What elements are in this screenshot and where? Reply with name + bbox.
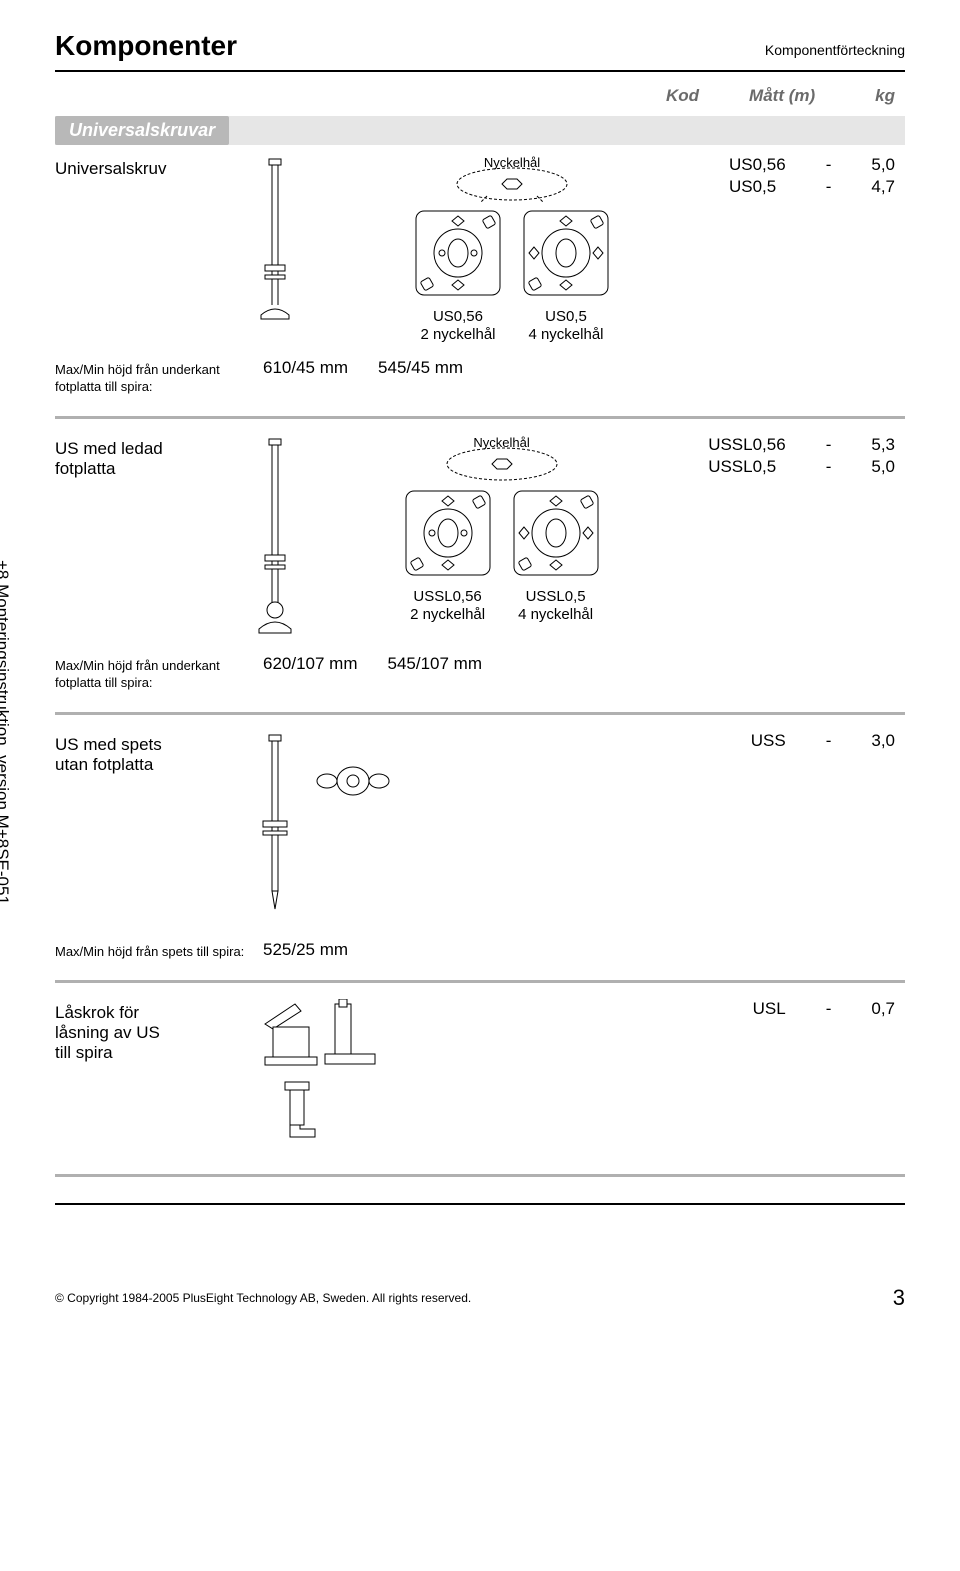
codes-area: USS - 3,0 <box>751 731 905 916</box>
dim-label: Max/Min höjd från underkant fotplatta ti… <box>55 654 245 692</box>
col-matt: Mått (m) <box>749 86 815 106</box>
kg: 5,0 <box>871 155 895 175</box>
column-headers: Kod Mått (m) kg <box>55 72 905 116</box>
cap2a: US0,5 <box>545 308 587 325</box>
item-universalskruv: Universalskruv Nyckelhål <box>55 145 905 354</box>
dim-val: 620/107 mm <box>263 654 358 692</box>
section-rule <box>55 416 905 419</box>
lock-hook-icon <box>255 999 405 1154</box>
dimension-row: Max/Min höjd från spets till spira: 525/… <box>55 936 905 975</box>
item-spets: US med spets utan fotplatta <box>55 721 905 926</box>
cap1a: US0,56 <box>433 308 483 325</box>
col-kg: kg <box>875 86 895 106</box>
col-kod: Kod <box>666 86 699 106</box>
dim-label: Max/Min höjd från spets till spira: <box>55 940 245 961</box>
dim-val: 610/45 mm <box>263 358 348 396</box>
group-bar: Universalskruvar <box>55 116 905 145</box>
item-name: US med spets utan fotplatta <box>55 731 245 916</box>
section-rule <box>55 1174 905 1177</box>
cap1a: USSL0,56 <box>413 588 481 605</box>
item-name: Universalskruv <box>55 155 245 344</box>
item-name: US med ledad fotplatta <box>55 435 245 640</box>
matt: - <box>826 177 832 197</box>
kg: 5,3 <box>871 435 895 455</box>
matt: - <box>826 457 832 477</box>
keyhole-icon <box>313 166 711 207</box>
page-subtitle: Komponentförteckning <box>765 42 905 58</box>
screw-spike-icon <box>255 731 295 916</box>
item-ledad-fotplatta: US med ledad fotplatta Nyckelhål <box>55 425 905 650</box>
kg: 0,7 <box>871 999 895 1019</box>
code: USSL0,5 <box>708 457 786 477</box>
wingnut-icon <box>313 731 733 916</box>
dim-val: 545/107 mm <box>388 654 483 692</box>
dim-val: 525/25 mm <box>263 940 348 961</box>
matt: - <box>826 731 832 751</box>
dimension-row: Max/Min höjd från underkant fotplatta ti… <box>55 354 905 410</box>
section-rule <box>55 980 905 983</box>
code: USS <box>751 731 786 751</box>
page-title: Komponenter <box>55 30 237 62</box>
code: US0,5 <box>729 177 786 197</box>
kg: 4,7 <box>871 177 895 197</box>
keyhole-icon <box>313 446 690 487</box>
matt: - <box>826 999 832 1019</box>
screw-icon <box>255 435 295 640</box>
copyright: © Copyright 1984-2005 PlusEight Technolo… <box>55 1291 471 1305</box>
cap1b: 2 nyckelhål <box>420 326 495 343</box>
kg: 5,0 <box>871 457 895 477</box>
dimension-row: Max/Min höjd från underkant fotplatta ti… <box>55 650 905 706</box>
footplate-icon <box>402 487 494 579</box>
codes-area: USL - 0,7 <box>753 999 905 1154</box>
code: US0,56 <box>729 155 786 175</box>
cap2b: 4 nyckelhål <box>518 606 593 623</box>
code: USSL0,56 <box>708 435 786 455</box>
footplate-icon <box>412 207 504 299</box>
cap2a: USSL0,5 <box>526 588 586 605</box>
section-rule <box>55 712 905 715</box>
cap2b: 4 nyckelhål <box>528 326 603 343</box>
footplate-icon <box>520 207 612 299</box>
side-label: +8 Monteringsinstruktion, version M+8SE-… <box>0 560 12 905</box>
codes-area: US0,56 US0,5 - - 5,0 4,7 <box>729 155 905 344</box>
page-number: 3 <box>893 1285 905 1311</box>
dim-val: 545/45 mm <box>378 358 463 396</box>
code: USL <box>753 999 786 1019</box>
footer: © Copyright 1984-2005 PlusEight Technolo… <box>55 1285 905 1311</box>
matt: - <box>826 155 832 175</box>
cap1b: 2 nyckelhål <box>410 606 485 623</box>
footplate-icon <box>510 487 602 579</box>
codes-area: USSL0,56 USSL0,5 - - 5,3 5,0 <box>708 435 905 640</box>
dim-label: Max/Min höjd från underkant fotplatta ti… <box>55 358 245 396</box>
item-laskrok: Låskrok för låsning av US till spira <box>55 989 905 1164</box>
footer-rule <box>55 1203 905 1205</box>
matt: - <box>826 435 832 455</box>
item-name: Låskrok för låsning av US till spira <box>55 999 245 1154</box>
screw-icon <box>255 155 295 344</box>
kg: 3,0 <box>871 731 895 751</box>
